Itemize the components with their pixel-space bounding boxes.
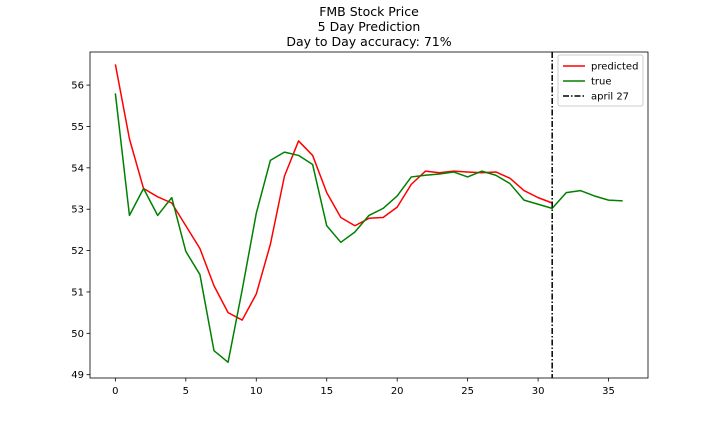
x-tick-label: 35 bbox=[602, 386, 615, 397]
chart-subtitle: 5 Day Prediction bbox=[318, 19, 421, 34]
legend: predicted true april 27 bbox=[557, 54, 644, 107]
x-tick-label: 30 bbox=[532, 386, 545, 397]
y-tick-label: 50 bbox=[71, 329, 84, 340]
y-tick-label: 53 bbox=[71, 205, 84, 216]
legend-predicted-label: predicted bbox=[591, 62, 638, 73]
series-line-predicted bbox=[114, 64, 553, 321]
y-tick-label: 49 bbox=[71, 370, 84, 381]
legend-true-label: true bbox=[591, 77, 612, 88]
axes-frame bbox=[89, 51, 649, 379]
chart-accuracy-label: Day to Day accuracy: 71% bbox=[286, 34, 451, 49]
axes: 0 5 10 15 20 25 30 35 49 50 51 52 53 54 55 56 bbox=[71, 51, 649, 397]
x-tick-label: 25 bbox=[461, 386, 474, 397]
x-tick-label: 15 bbox=[320, 386, 333, 397]
y-tick-label: 55 bbox=[71, 122, 84, 133]
y-tick-label: 51 bbox=[71, 287, 84, 298]
x-tick-label: 20 bbox=[391, 386, 404, 397]
x-tick-label: 5 bbox=[183, 386, 189, 397]
plot-area bbox=[114, 52, 623, 378]
y-tick-label: 52 bbox=[71, 246, 84, 257]
legend-april-27-label: april 27 bbox=[591, 92, 629, 103]
legend-box bbox=[557, 54, 644, 107]
chart-title: FMB Stock Price bbox=[319, 4, 419, 19]
y-tick-label: 54 bbox=[71, 163, 84, 174]
y-tick-label: 56 bbox=[71, 81, 84, 92]
series-line-true bbox=[114, 93, 623, 364]
x-tick-label: 0 bbox=[112, 386, 118, 397]
x-tick-label: 10 bbox=[250, 386, 263, 397]
